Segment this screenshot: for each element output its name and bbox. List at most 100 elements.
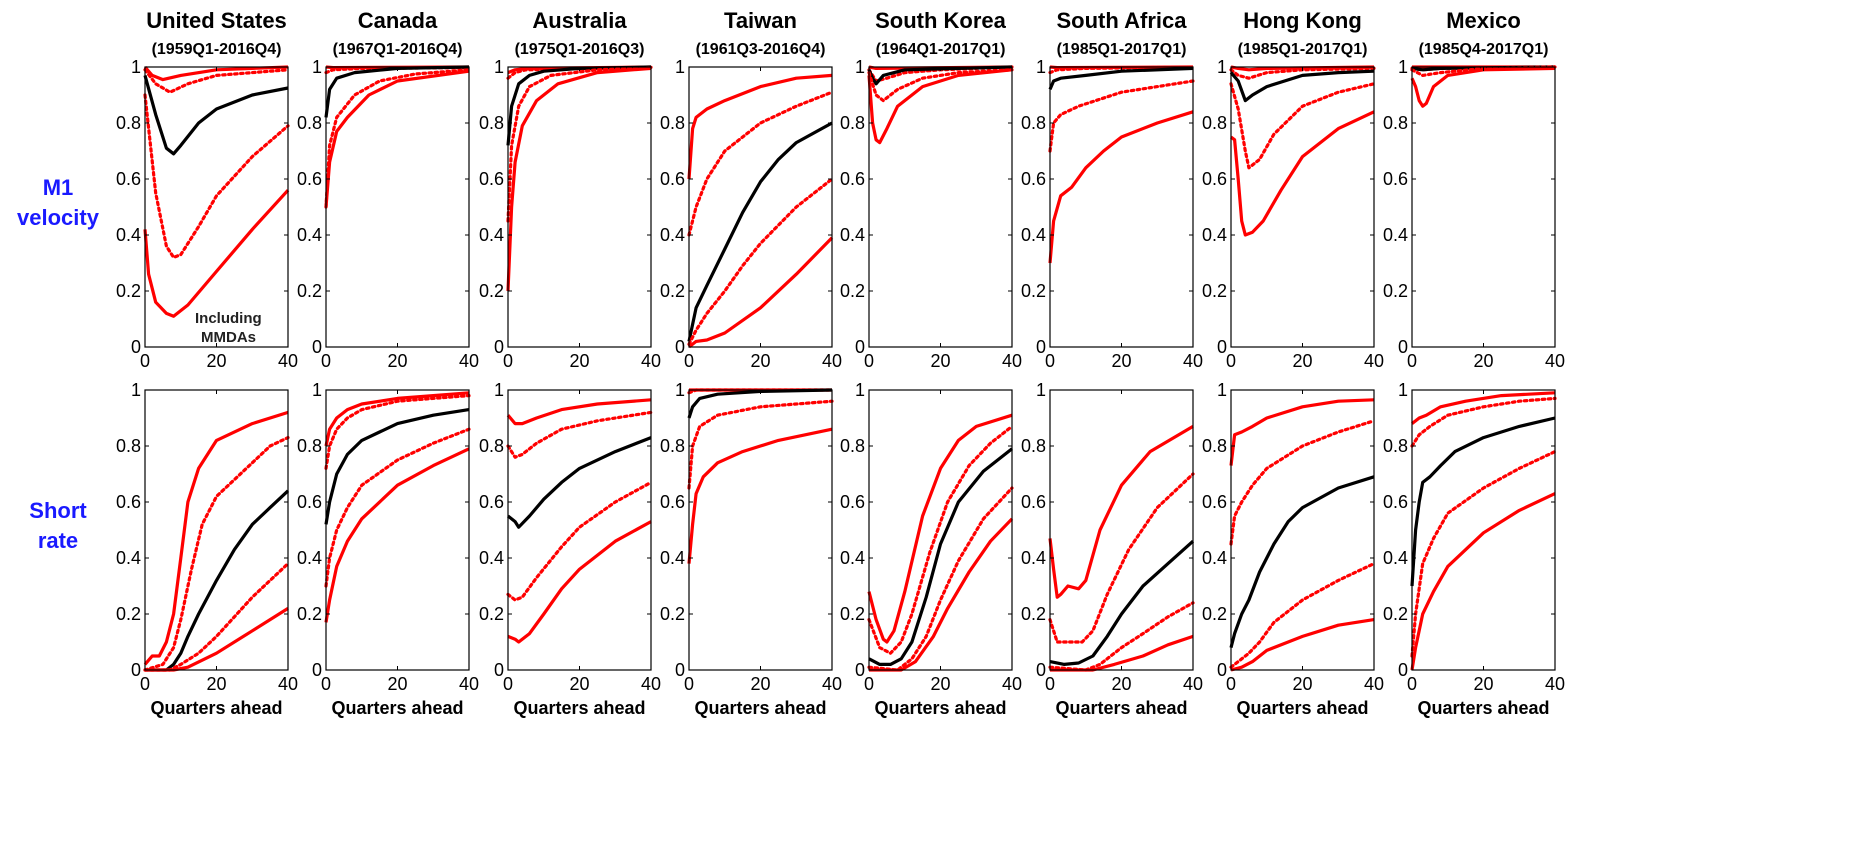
x-tick-label: 20 (750, 674, 770, 694)
x-tick-label: 20 (387, 674, 407, 694)
panel-period-6: (1985Q1-2017Q1) (1238, 41, 1368, 58)
panel-1-5: 0 0.2 0.4 0.6 0.8 1 0 20 40 Quarters ahead (1021, 380, 1203, 718)
series-med-1-4 (868, 447, 1013, 666)
series-lo-0-2 (506, 66, 652, 292)
y-tick-label: 0.2 (1021, 604, 1046, 624)
y-tick-label: 0.2 (840, 604, 865, 624)
x-tick-label: 20 (1473, 351, 1493, 371)
panel-1-0: 0 0.2 0.4 0.6 0.8 1 0 20 40 Quarters ahead (116, 380, 298, 718)
y-tick-label: 0.6 (1202, 169, 1227, 189)
x-axis-label: Quarters ahead (874, 698, 1006, 718)
y-tick-label: 0.2 (1202, 604, 1227, 624)
y-tick-label: 0.6 (1383, 492, 1408, 512)
series-lo-0-7 (1410, 66, 1556, 108)
y-tick-label: 0.4 (1383, 548, 1408, 568)
x-tick-label: 0 (1407, 674, 1417, 694)
series-ilo-1-4 (867, 486, 1014, 672)
x-tick-label: 20 (206, 351, 226, 371)
y-tick-label: 0 (1398, 337, 1408, 357)
x-tick-label: 40 (1545, 351, 1565, 371)
series-ilo-1-2 (506, 480, 653, 602)
series-ihi-1-0 (143, 436, 290, 672)
series-med-0-3 (687, 121, 833, 342)
series-lo-0-1 (324, 69, 470, 208)
y-tick-label: 0.8 (297, 113, 322, 133)
series-ilo-1-7 (1410, 450, 1557, 658)
panel-period-0: (1959Q1-2016Q4) (152, 41, 282, 58)
series-ilo-0-1 (324, 68, 471, 209)
x-tick-label: 40 (1545, 674, 1565, 694)
series-ilo-0-5 (1048, 79, 1195, 153)
series-ilo-0-3 (687, 177, 834, 346)
series-ilo-1-0 (143, 562, 290, 672)
y-tick-label: 0.4 (1383, 225, 1408, 245)
panel-frame (868, 66, 1013, 348)
panel-0-2: 0 0.2 0.4 0.6 0.8 1 0 20 40 (479, 57, 661, 371)
panel-period-1: (1967Q1-2016Q4) (333, 41, 463, 58)
y-tick-label: 0.8 (660, 436, 685, 456)
series-ilo-1-1 (324, 427, 471, 588)
y-tick-label: 0.6 (840, 169, 865, 189)
series-hi-1-7 (1411, 391, 1556, 425)
series-lo-1-4 (869, 517, 1014, 672)
y-tick-label: 0.4 (660, 225, 685, 245)
y-tick-label: 0.6 (297, 169, 322, 189)
series-med-0-1 (324, 65, 470, 118)
y-tick-label: 0.8 (1021, 436, 1046, 456)
series-med-1-3 (687, 388, 833, 419)
x-tick-label: 40 (1364, 674, 1384, 694)
x-tick-label: 0 (1045, 351, 1055, 371)
series-med-1-1 (324, 408, 470, 525)
annotation-line1: Including (195, 310, 262, 327)
x-tick-label: 40 (1183, 674, 1203, 694)
y-tick-label: 1 (1036, 380, 1046, 400)
y-tick-label: 0.4 (297, 548, 322, 568)
series-lo-1-7 (1410, 492, 1556, 671)
series-hi-1-4 (867, 413, 1013, 644)
panel-1-2: 0 0.2 0.4 0.6 0.8 1 0 20 40 Quarters ahead (479, 380, 661, 718)
series-ihi-1-7 (1410, 396, 1557, 448)
series-lo-1-3 (687, 427, 833, 564)
panel-title-7: Mexico (1446, 8, 1521, 33)
y-tick-label: 0.2 (660, 281, 685, 301)
y-tick-label: 0 (675, 660, 685, 680)
x-tick-label: 20 (569, 351, 589, 371)
y-tick-label: 0.4 (479, 225, 504, 245)
series-ilo-1-6 (1229, 562, 1376, 669)
series-med-1-6 (1229, 475, 1375, 648)
x-tick-label: 0 (1226, 674, 1236, 694)
series-med-0-0 (143, 74, 289, 156)
y-tick-label: 0 (131, 337, 141, 357)
y-tick-label: 0 (1398, 660, 1408, 680)
panel-0-6: 0 0.2 0.4 0.6 0.8 1 0 20 40 (1202, 57, 1384, 371)
panel-title-1: Canada (358, 8, 438, 33)
x-tick-label: 40 (822, 351, 842, 371)
y-tick-label: 0.6 (116, 492, 141, 512)
series-ilo-0-6 (1229, 82, 1376, 170)
panel-0-3: 0 0.2 0.4 0.6 0.8 1 0 20 40 (660, 57, 842, 371)
series-hi-1-5 (1048, 425, 1194, 599)
series-ihi-0-0 (143, 68, 290, 94)
panel-0-7: 0 0.2 0.4 0.6 0.8 1 0 20 40 (1383, 57, 1565, 371)
series-med-0-5 (1048, 66, 1194, 91)
series-med-1-5 (1049, 540, 1195, 666)
x-tick-label: 0 (503, 674, 513, 694)
y-tick-label: 0.4 (1202, 548, 1227, 568)
y-tick-label: 0.2 (660, 604, 685, 624)
y-tick-label: 0.6 (660, 492, 685, 512)
y-tick-label: 1 (494, 380, 504, 400)
panel-frame (1230, 389, 1375, 671)
y-tick-label: 0.8 (297, 436, 322, 456)
column-titles: United States (1959Q1-2016Q4) Canada (1967Q… (146, 8, 1548, 58)
y-tick-label: 1 (131, 380, 141, 400)
y-tick-label: 0 (494, 660, 504, 680)
series-med-0-6 (1229, 69, 1375, 103)
y-tick-label: 1 (675, 380, 685, 400)
y-tick-label: 0 (312, 337, 322, 357)
y-tick-label: 0.4 (116, 225, 141, 245)
panel-period-3: (1961Q3-2016Q4) (696, 41, 826, 58)
panel-title-2: Australia (532, 8, 627, 33)
x-tick-label: 40 (1002, 674, 1022, 694)
y-tick-label: 0.6 (479, 169, 504, 189)
